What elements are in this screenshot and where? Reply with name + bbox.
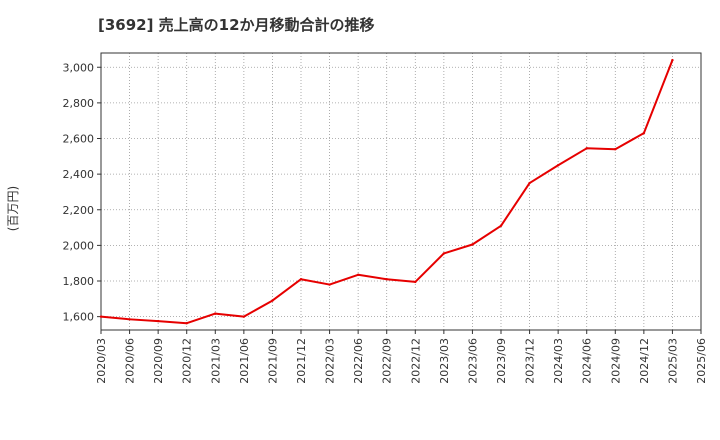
x-tick-label: 2025/03	[666, 338, 679, 384]
data-point	[128, 318, 131, 321]
data-point	[471, 243, 474, 246]
x-tick-label: 2024/12	[638, 338, 651, 384]
y-tick-label: 3,000	[63, 61, 95, 74]
x-tick-label: 2023/09	[495, 338, 508, 384]
x-tick-label: 2020/06	[124, 338, 137, 384]
x-tick-label: 2020/03	[95, 338, 108, 384]
chart-title: [3692] 売上高の12か月移動合計の推移	[98, 16, 375, 34]
y-tick-label: 1,600	[63, 311, 95, 324]
x-tick-label: 2024/03	[552, 338, 565, 384]
x-tick-label: 2025/06	[695, 338, 708, 384]
x-tick-label: 2020/12	[181, 338, 194, 384]
x-tick-label: 2022/09	[381, 338, 394, 384]
data-point	[328, 283, 331, 286]
data-point	[642, 131, 646, 135]
data-point	[271, 299, 274, 302]
plot-area	[101, 53, 701, 330]
data-point	[528, 181, 531, 185]
data-point	[585, 147, 588, 150]
x-tick-label: 2022/12	[409, 338, 422, 384]
y-tick-label: 2,600	[63, 133, 95, 146]
x-tick-label: 2021/12	[295, 338, 308, 384]
data-point	[442, 252, 446, 255]
y-tick-label: 2,800	[63, 97, 95, 110]
data-point	[414, 280, 417, 284]
data-point	[99, 315, 103, 318]
data-point	[671, 58, 674, 62]
data-point	[156, 319, 160, 323]
x-tick-label: 2020/09	[152, 338, 165, 384]
data-point	[214, 312, 217, 315]
y-tick-label: 2,000	[63, 239, 95, 252]
data-point	[614, 147, 617, 151]
y-tick-label: 1,800	[63, 275, 95, 288]
y-tick-label: 2,400	[63, 168, 95, 181]
x-tick-label: 2023/03	[438, 338, 451, 384]
x-tick-label: 2024/09	[609, 338, 622, 384]
y-tick-label: 2,200	[63, 204, 95, 217]
plot-border	[100, 52, 702, 331]
x-tick-label: 2021/09	[266, 338, 279, 384]
data-point	[356, 273, 360, 276]
data-point	[242, 315, 246, 318]
x-tick-label: 2022/03	[324, 338, 337, 384]
x-tick-label: 2021/06	[238, 338, 251, 384]
x-tick-label: 2022/06	[352, 338, 365, 384]
data-point	[299, 278, 303, 281]
x-tick-label: 2023/12	[524, 338, 537, 384]
data-point	[385, 278, 388, 281]
data-point	[556, 164, 560, 167]
x-tick-label: 2024/06	[581, 338, 594, 384]
x-tick-label: 2023/06	[466, 338, 479, 384]
data-point	[185, 322, 188, 325]
data-point	[499, 224, 503, 227]
x-tick-label: 2021/03	[209, 338, 222, 384]
